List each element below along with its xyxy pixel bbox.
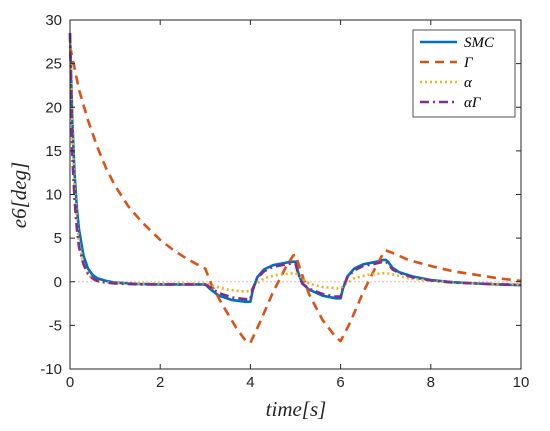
- y-tick-label: 20: [45, 99, 62, 116]
- legend-label-3: αΓ: [464, 95, 482, 111]
- y-tick-label: 0: [54, 274, 62, 291]
- x-tick-label: 2: [156, 374, 164, 391]
- x-axis-ticks: 0 2 4 6 8 10: [66, 20, 530, 391]
- y-tick-label: -10: [40, 361, 62, 378]
- legend-label-2: α: [464, 75, 473, 91]
- y-tick-label: 5: [54, 230, 62, 247]
- y-tick-label: -5: [49, 317, 62, 334]
- series-line-3: [68, 33, 522, 301]
- legend-label-1: Γ: [463, 55, 474, 71]
- y-tick-label: 10: [45, 187, 62, 204]
- legend: SMC Γα αΓ: [412, 29, 516, 118]
- legend-box: [412, 29, 516, 118]
- x-axis-label: time[s]: [266, 397, 327, 421]
- x-tick-label: 8: [427, 374, 435, 391]
- series-line-1: [68, 45, 522, 345]
- x-tick-label: 6: [336, 374, 344, 391]
- series-line-0: [68, 33, 522, 304]
- x-tick-label: 0: [66, 374, 74, 391]
- y-tick-label: 15: [45, 143, 62, 160]
- y-tick-label: 30: [45, 12, 62, 29]
- series-line-2: [68, 33, 522, 293]
- legend-label-0: SMC: [464, 35, 495, 51]
- y-axis-ticks: -10 -5 0 5 10 15 20 25 30: [40, 12, 521, 378]
- y-tick-label: 25: [45, 56, 62, 73]
- x-tick-label: 10: [513, 374, 530, 391]
- x-tick-label: 4: [246, 374, 254, 391]
- y-axis-label: e6[deg]: [7, 162, 31, 229]
- series-layer: [68, 33, 522, 345]
